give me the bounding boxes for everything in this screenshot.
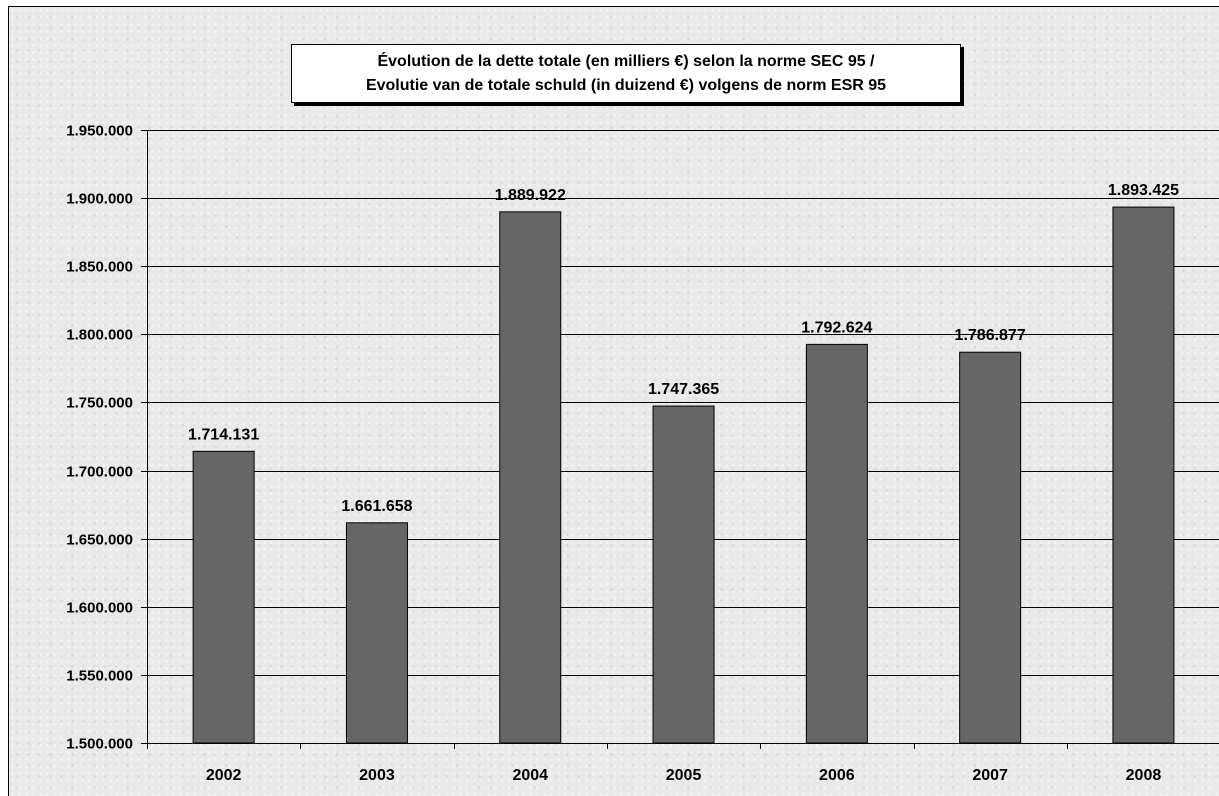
data-label: 1.714.131 bbox=[188, 426, 259, 443]
chart-title-line-1: Évolution de la dette totale (en millier… bbox=[377, 52, 875, 70]
y-tick-label: 1.550.000 bbox=[66, 668, 133, 685]
data-label: 1.786.877 bbox=[955, 327, 1026, 344]
chart-title: Évolution de la dette totale (en millier… bbox=[291, 44, 961, 103]
bar-2003 bbox=[345, 522, 408, 744]
x-tick-label: 2008 bbox=[1126, 767, 1162, 784]
axes bbox=[141, 130, 1219, 749]
bar-2007 bbox=[959, 351, 1022, 744]
x-tick-label: 2002 bbox=[206, 767, 242, 784]
y-tick-label: 1.700.000 bbox=[66, 464, 133, 481]
x-tick-label: 2006 bbox=[819, 767, 855, 784]
bar-2004 bbox=[499, 211, 562, 744]
x-tick-label: 2007 bbox=[972, 767, 1008, 784]
x-tick-label: 2005 bbox=[666, 767, 702, 784]
y-tick-label: 1.950.000 bbox=[66, 123, 133, 140]
x-tick-label: 2003 bbox=[359, 767, 395, 784]
y-tick-label: 1.600.000 bbox=[66, 600, 133, 617]
chart-frame: 1.500.000 1.550.000 1.600.000 1.650.000 1.70… bbox=[8, 6, 1219, 796]
x-tick-label: 2004 bbox=[512, 767, 548, 784]
y-tick-label: 1.650.000 bbox=[66, 532, 133, 549]
y-tick-label: 1.800.000 bbox=[66, 327, 133, 344]
bars bbox=[192, 206, 1175, 744]
chart-title-line-2: Evolutie van de totale schuld (in duizen… bbox=[365, 76, 887, 94]
labels: 1.500.000 1.550.000 1.600.000 1.650.000 1.70… bbox=[66, 123, 1179, 785]
bar-2005 bbox=[652, 405, 715, 744]
bar-2002 bbox=[192, 450, 255, 744]
data-label: 1.661.658 bbox=[341, 498, 412, 515]
y-tick-label: 1.500.000 bbox=[66, 736, 133, 753]
data-label: 1.893.425 bbox=[1108, 182, 1179, 199]
bar-2008 bbox=[1112, 206, 1175, 744]
y-tick-label: 1.850.000 bbox=[66, 259, 133, 276]
data-label: 1.792.624 bbox=[801, 319, 872, 336]
y-tick-label: 1.900.000 bbox=[66, 191, 133, 208]
bar-chart: 1.500.000 1.550.000 1.600.000 1.650.000 1.70… bbox=[66, 123, 1219, 785]
data-label: 1.747.365 bbox=[648, 381, 719, 398]
data-label: 1.889.922 bbox=[495, 187, 566, 204]
y-tick-label: 1.750.000 bbox=[66, 395, 133, 412]
gridlines bbox=[147, 130, 1219, 676]
bar-2006 bbox=[805, 343, 868, 744]
